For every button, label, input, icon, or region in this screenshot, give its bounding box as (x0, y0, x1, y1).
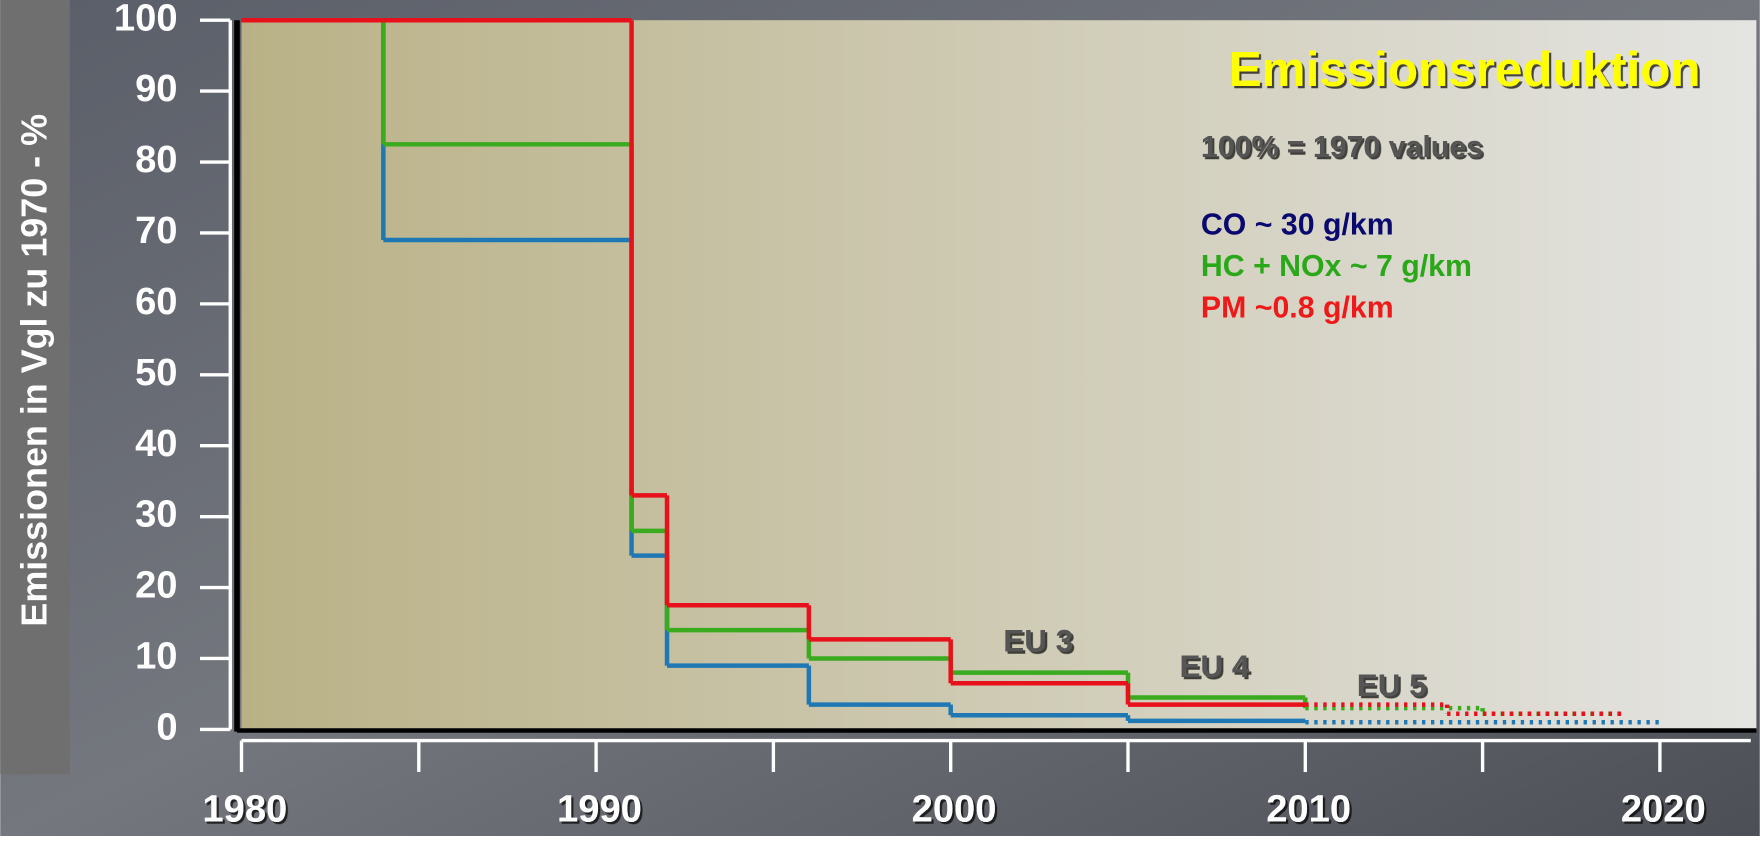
annotation: EU 5 (1357, 668, 1427, 703)
x-tick-label: 1980 (202, 787, 287, 830)
subtitle: 100% = 1970 values (1201, 131, 1483, 164)
y-tick-label: 0 (156, 705, 177, 748)
x-tick-label: 2010 (1266, 787, 1351, 830)
legend-entry: PM ~0.8 g/km (1201, 292, 1394, 325)
y-tick-label: 20 (135, 564, 177, 607)
legend-entry: CO ~ 30 g/km (1201, 209, 1394, 242)
y-tick-label: 10 (135, 635, 177, 678)
y-tick-label: 30 (135, 493, 177, 536)
y-tick-label: 40 (135, 422, 177, 465)
annotation: EU 4 (1179, 649, 1249, 684)
annotation: EU 3 (1003, 623, 1073, 658)
plot-area (241, 20, 1756, 729)
y-axis-label: Emissionen in Vgl zu 1970 - % (15, 114, 55, 627)
y-tick-label: 60 (135, 280, 177, 323)
x-tick-label: 2020 (1621, 787, 1706, 830)
x-tick-label: 1990 (557, 787, 642, 830)
chart: Emissionen in Vgl zu 1970 - % Emissionsr… (0, 0, 1760, 836)
y-tick-label: 90 (135, 67, 177, 110)
y-tick-label: 100 (114, 0, 178, 39)
x-tick-label: 2000 (912, 787, 997, 830)
y-tick-label: 50 (135, 351, 177, 394)
y-tick-label: 70 (135, 209, 177, 252)
y-tick-label: 80 (135, 138, 177, 181)
legend-entry: HC + NOx ~ 7 g/km (1201, 250, 1472, 283)
chart-title: Emissionsreduktion (1229, 42, 1701, 97)
